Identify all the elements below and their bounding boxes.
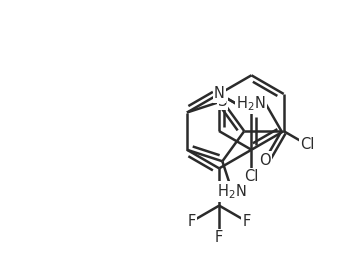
Text: F: F: [243, 214, 251, 229]
Text: H$_2$N: H$_2$N: [217, 182, 247, 201]
Text: Cl: Cl: [300, 137, 314, 152]
Text: S: S: [218, 94, 227, 108]
Text: F: F: [188, 214, 196, 229]
Text: O: O: [259, 153, 270, 168]
Text: Cl: Cl: [244, 169, 258, 184]
Text: F: F: [215, 230, 223, 245]
Text: H$_2$N: H$_2$N: [236, 94, 266, 113]
Text: N: N: [214, 86, 225, 101]
